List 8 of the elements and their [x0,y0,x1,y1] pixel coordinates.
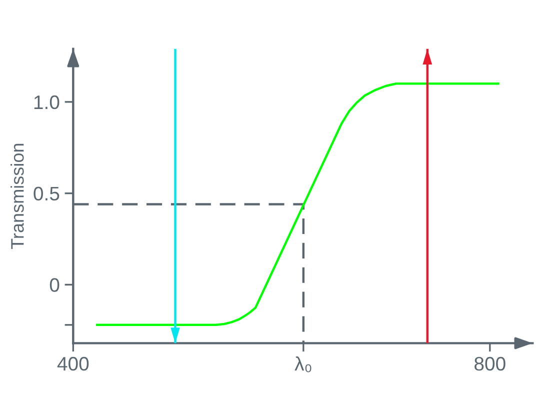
x-tick-label: 800 [474,356,506,371]
line-series [96,82,500,326]
y-tick-label: 1.0 [34,95,60,110]
y-tick-label: 0.5 [34,186,60,201]
y-tick-label: 0 [50,278,60,292]
x-tick-label: λ₀ [294,356,312,372]
y-axis-title: Transmission [10,144,24,249]
x-tick-label: 400 [57,356,89,371]
